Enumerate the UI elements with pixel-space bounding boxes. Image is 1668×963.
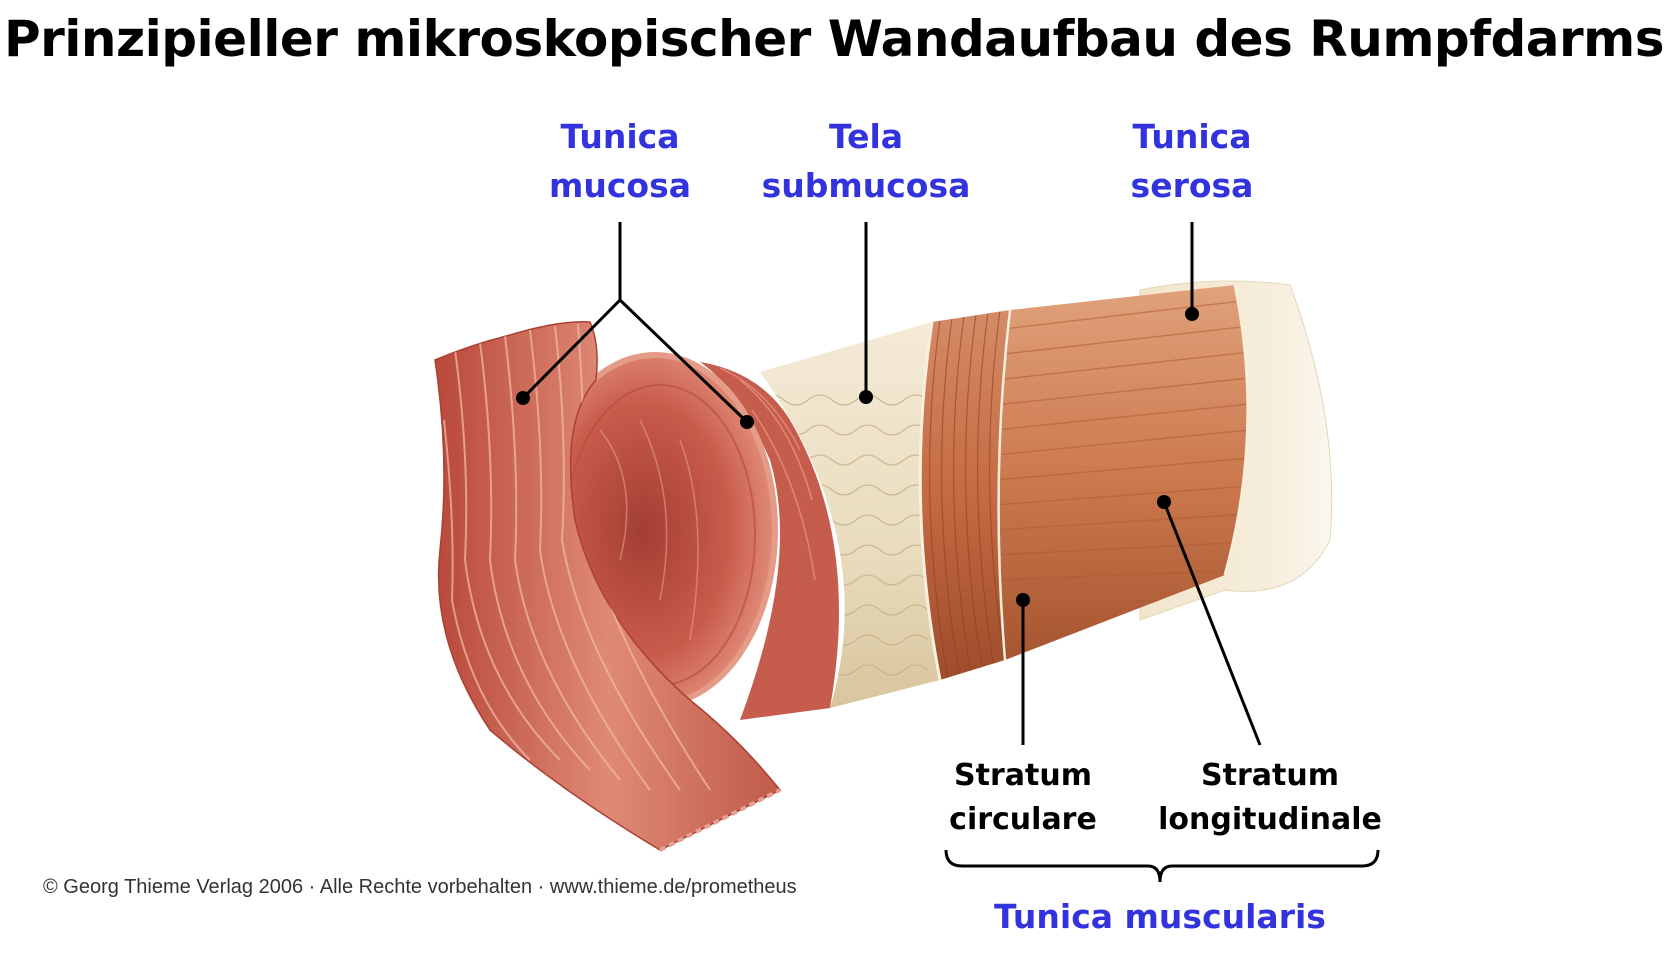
- label-tunica-mucosa-line1: Tunica: [560, 117, 680, 156]
- label-tela-submucosa: Tela submucosa: [756, 112, 976, 210]
- label-stratum-longitudinale-line1: Stratum: [1201, 758, 1339, 793]
- label-tunica-serosa: Tunica serosa: [1092, 112, 1292, 210]
- label-tunica-serosa-line2: serosa: [1130, 166, 1254, 205]
- longitudinal-muscle-layer: [998, 285, 1248, 660]
- label-stratum-longitudinale-line2: longitudinale: [1158, 802, 1382, 837]
- label-tunica-mucosa: Tunica mucosa: [520, 112, 720, 210]
- submucosa-layer: [760, 322, 940, 708]
- label-stratum-longitudinale: Stratum longitudinale: [1150, 754, 1390, 842]
- label-tunica-serosa-line1: Tunica: [1132, 117, 1252, 156]
- leader-lines: [521, 222, 1380, 883]
- label-tela-submucosa-line1: Tela: [828, 117, 904, 156]
- label-stratum-circulare: Stratum circulare: [933, 754, 1113, 842]
- label-stratum-circulare-line1: Stratum: [954, 758, 1092, 793]
- label-tunica-muscularis: Tunica muscularis: [994, 897, 1326, 936]
- leader-dots: [516, 307, 1199, 607]
- label-stratum-circulare-line2: circulare: [949, 802, 1097, 837]
- copyright-notice: © Georg Thieme Verlag 2006 · Alle Rechte…: [43, 876, 797, 898]
- mucosa-flap: [434, 321, 782, 851]
- label-tela-submucosa-line2: submucosa: [761, 166, 971, 205]
- mucosa-tube-wall: [700, 362, 839, 720]
- circular-muscle-layer: [920, 310, 1010, 680]
- page-title: Prinzipieller mikroskopischer Wandaufbau…: [3, 10, 1665, 68]
- label-tunica-mucosa-line2: mucosa: [548, 166, 692, 205]
